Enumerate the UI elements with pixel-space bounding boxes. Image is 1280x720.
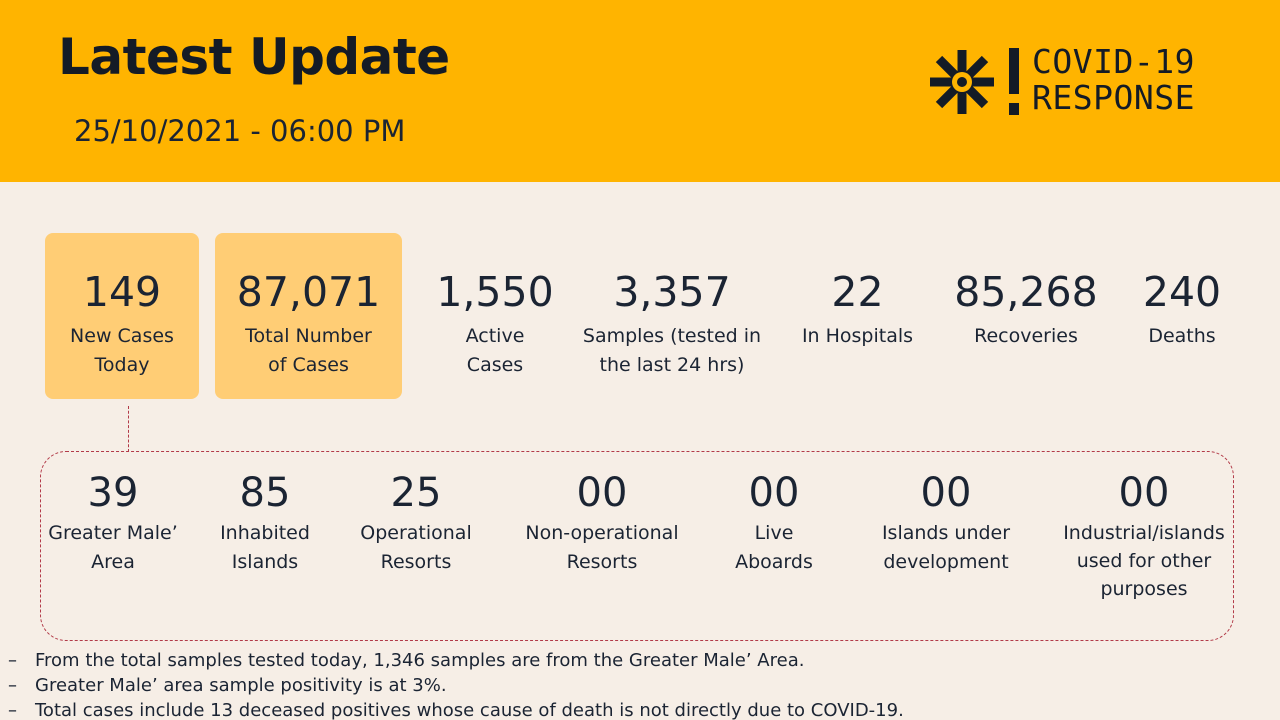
footnote-bullet: –	[8, 650, 17, 671]
footnote-bullet: –	[8, 700, 17, 720]
stat-value: 149	[82, 268, 162, 316]
asterisk-burst-icon	[930, 50, 994, 114]
breakdown-value: 00	[576, 470, 628, 516]
stat-value: 87,071	[236, 268, 381, 316]
stat-label: Deaths	[1148, 325, 1216, 347]
breakdown-label: Live Aboards	[735, 522, 813, 573]
stat-value: 22	[831, 268, 884, 316]
breakdown-industrial-islands: 00 Industrial/islands used for other pur…	[1052, 469, 1236, 603]
breakdown-islands-under-development: 00 Islands under development	[868, 469, 1024, 577]
breakdown-label: Greater Male’ Area	[48, 522, 178, 573]
stat-label: Recoveries	[974, 325, 1078, 347]
stat-label: Total Number of Cases	[245, 325, 372, 376]
breakdown-connector	[128, 406, 129, 452]
stat-new-cases: 149 New Cases Today	[45, 268, 199, 380]
footnote-item: – Total cases include 13 deceased positi…	[0, 698, 1280, 720]
footnote-item: – From the total samples tested today, 1…	[0, 648, 1280, 673]
update-datetime: 25/10/2021 - 06:00 PM	[74, 114, 406, 148]
footnotes: – From the total samples tested today, 1…	[0, 648, 1280, 720]
stat-in-hospitals: 22 In Hospitals	[795, 268, 920, 351]
stat-total-cases: 87,071 Total Number of Cases	[215, 268, 402, 380]
breakdown-inhabited-islands: 85 Inhabited Islands	[205, 469, 325, 577]
breakdown-label: Industrial/islands used for other purpos…	[1063, 522, 1225, 600]
footnote-text: From the total samples tested today, 1,3…	[35, 650, 805, 671]
stat-label: In Hospitals	[801, 325, 914, 347]
new-cases-breakdown-box	[40, 451, 1234, 641]
breakdown-value: 39	[87, 470, 139, 516]
footnote-text: Total cases include 13 deceased positive…	[35, 700, 904, 720]
breakdown-greater-male: 39 Greater Male’ Area	[40, 469, 186, 577]
exclamation-icon	[1009, 48, 1019, 115]
breakdown-live-aboards: 00 Live Aboards	[715, 469, 833, 577]
footnote-item: – Greater Male’ area sample positivity i…	[0, 673, 1280, 698]
breakdown-label: Islands under development	[881, 522, 1011, 573]
stat-active-cases: 1,550 Active Cases	[425, 268, 565, 380]
page-title: Latest Update	[58, 28, 450, 86]
stat-value: 3,357	[613, 268, 731, 316]
stat-recoveries: 85,268 Recoveries	[945, 268, 1107, 351]
breakdown-label: Non-operational Resorts	[525, 522, 679, 573]
logo-line-1: COVID-19	[1032, 42, 1195, 81]
footnote-bullet: –	[8, 675, 17, 696]
header-banner: Latest Update 25/10/2021 - 06:00 PM COVI…	[0, 0, 1280, 182]
breakdown-value: 00	[748, 470, 800, 516]
breakdown-non-operational-resorts: 00 Non-operational Resorts	[510, 469, 694, 577]
stat-value: 240	[1142, 268, 1222, 316]
logo-line-2: RESPONSE	[1032, 78, 1195, 117]
covid-response-logo: COVID-19 RESPONSE	[926, 44, 1226, 120]
stat-samples: 3,357 Samples (tested in the last 24 hrs…	[572, 268, 772, 380]
stat-value: 1,550	[436, 268, 554, 316]
stat-label: New Cases Today	[70, 325, 174, 376]
total-cases-card	[215, 233, 402, 399]
new-cases-card	[45, 233, 199, 399]
logo-wordmark: COVID-19 RESPONSE	[1032, 44, 1195, 116]
footnote-text: Greater Male’ area sample positivity is …	[35, 675, 447, 696]
stat-label: Samples (tested in the last 24 hrs)	[582, 325, 762, 376]
breakdown-label: Operational Resorts	[360, 522, 472, 573]
stat-value: 85,268	[954, 268, 1098, 316]
breakdown-label: Inhabited Islands	[220, 522, 310, 573]
breakdown-value: 00	[920, 470, 972, 516]
breakdown-value: 25	[390, 470, 442, 516]
breakdown-value: 85	[239, 470, 291, 516]
breakdown-value: 00	[1118, 470, 1170, 516]
stat-deaths: 240 Deaths	[1130, 268, 1234, 351]
breakdown-operational-resorts: 25 Operational Resorts	[350, 469, 482, 577]
stat-label: Active Cases	[465, 325, 525, 376]
